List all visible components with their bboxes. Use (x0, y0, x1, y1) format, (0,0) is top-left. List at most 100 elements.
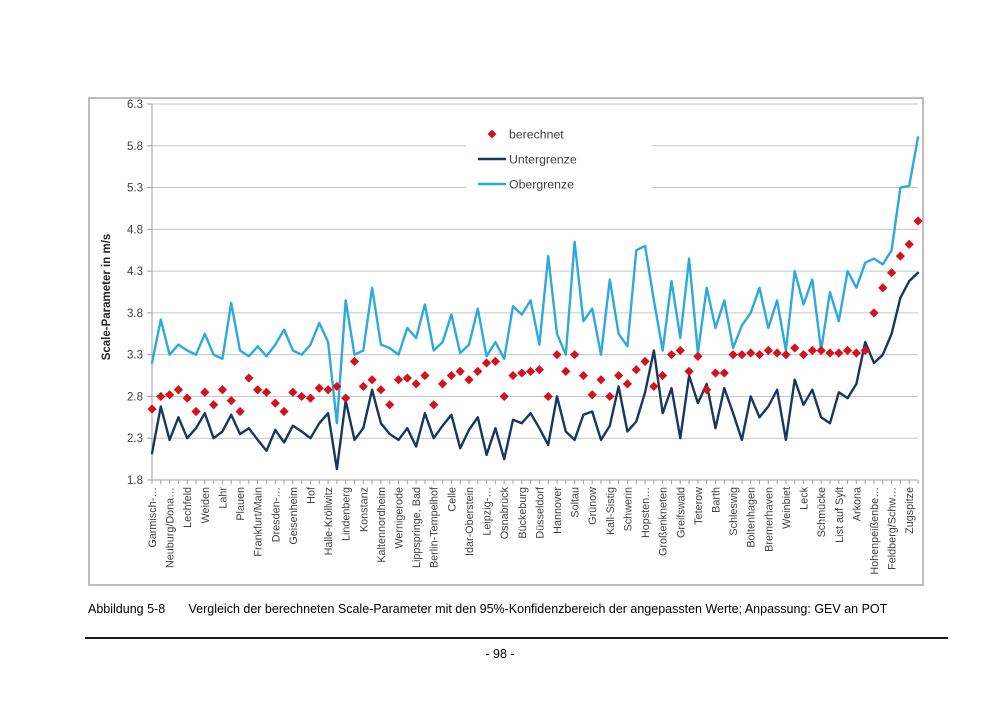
berechnet-point (886, 268, 897, 278)
berechnet-point (834, 348, 844, 358)
legend-label-Obergrenze: Obergrenze (509, 178, 574, 192)
berechnet-point (305, 393, 316, 403)
berechnet-point (182, 393, 192, 403)
berechnet-point (288, 387, 298, 397)
berechnet-point (534, 365, 545, 375)
x-axis-label: Osnabrück (499, 486, 511, 539)
berechnet-point (790, 343, 800, 353)
berechnet-point (473, 366, 483, 376)
x-axis-label: Geisenheim (288, 487, 300, 545)
berechnet-point (587, 390, 597, 400)
x-axis-label: Halle-Kröllwitz (323, 487, 335, 555)
berechnet-point (200, 387, 210, 397)
x-axis-label: Wernigerode (394, 487, 406, 549)
berechnet-point (904, 239, 914, 249)
berechnet-point (314, 383, 324, 393)
berechnet-point (860, 345, 870, 356)
x-axis-label: Hannover (552, 487, 564, 534)
footer-rule (85, 637, 948, 639)
berechnet-point (349, 356, 360, 366)
berechnet-point (261, 387, 272, 397)
berechnet-point (446, 370, 456, 381)
berechnet-point (710, 368, 721, 378)
x-axis-label: Hohenpeißenbe… (869, 487, 881, 575)
berechnet-point (217, 385, 228, 395)
x-axis-label: Weinbiet (781, 487, 793, 529)
x-axis-label: Leck (799, 486, 811, 509)
berechnet-point (913, 216, 923, 226)
x-axis-label: Schleswig (728, 487, 740, 536)
berechnet-point (649, 381, 659, 392)
berechnet-point (763, 345, 773, 356)
berechnet-point (816, 345, 826, 356)
x-axis-label: Greifswald (675, 487, 687, 538)
berechnet-point (420, 370, 430, 381)
x-axis-label: Bremerhaven (763, 487, 775, 552)
x-axis-label: Kaltennordheim (376, 487, 388, 563)
chart-border (88, 97, 924, 586)
x-axis-label: Konstanz (358, 487, 370, 532)
x-axis-label: Celle (446, 487, 458, 512)
x-axis-label: Zugspitze (904, 487, 916, 534)
x-axis-label: Neuburg/Dona… (165, 487, 177, 568)
figure-caption-text: Vergleich der berechneten Scale-Paramete… (188, 602, 888, 616)
berechnet-point (165, 390, 175, 400)
berechnet-point (517, 368, 527, 378)
berechnet-point (596, 375, 606, 385)
berechnet-point (385, 400, 395, 410)
berechnet-point (173, 385, 184, 395)
berechnet-point (191, 406, 201, 417)
berechnet-point (614, 370, 624, 381)
berechnet-point (658, 370, 668, 381)
berechnet-point (235, 406, 245, 417)
x-axis-label: Schmücke (816, 487, 828, 537)
berechnet-point (367, 375, 377, 385)
chart-canvas: 6.3 5.8 5.3 4.8 4.3 3.8 3.3 2.8 2.3 1.8 Scale-Para… (88, 97, 924, 586)
figure-caption-label: Abbildung 5-8 (88, 602, 166, 616)
berechnet-point (376, 385, 386, 395)
berechnet-point (297, 391, 307, 402)
y-tick-label: 3.8 (127, 308, 143, 320)
berechnet-point (253, 385, 263, 395)
berechnet-point (226, 396, 236, 406)
x-axis-label: List auf Sylt (834, 487, 846, 543)
berechnet-point (895, 251, 905, 261)
berechnet-point (464, 375, 474, 385)
obergrenze-line (150, 136, 920, 425)
berechnet-point (842, 345, 853, 356)
y-tick-label: 2.8 (127, 391, 143, 403)
berechnet-point (561, 366, 571, 376)
y-tick-label: 5.8 (127, 141, 143, 153)
x-axis-label: Berlin-Tempelhof (429, 486, 441, 568)
berechnet-point (781, 350, 791, 360)
berechnet-point (147, 404, 157, 414)
x-axis-label: Dresden-… (270, 487, 282, 542)
x-axis-label: Arkona (851, 487, 863, 521)
berechnet-point (693, 351, 703, 361)
berechnet-point (490, 356, 500, 366)
berechnet-point (851, 348, 861, 358)
berechnet-point (666, 350, 677, 360)
berechnet-point (341, 393, 351, 403)
berechnet-point (279, 406, 289, 417)
y-tick-label: 6.3 (127, 99, 143, 111)
berechnet-point (411, 379, 421, 389)
berechnet-point (270, 398, 280, 408)
x-axis-label: Lechfeld (182, 487, 194, 528)
berechnet-point (737, 350, 747, 360)
y-tick-label: 4.8 (127, 224, 143, 236)
x-axis-label: Frankfurt/Main (253, 487, 265, 557)
x-axis-label: Boltenhagen (746, 487, 758, 548)
x-axis-label: Teterow (693, 487, 705, 525)
x-axis-label: Schwerin (622, 487, 634, 531)
x-axis-label: Kall-Sistig (605, 487, 617, 535)
berechnet-point (878, 283, 888, 293)
x-axis-label: Hopsten… (640, 487, 652, 538)
berechnet-point (869, 308, 879, 318)
y-tick-label: 3.3 (127, 350, 143, 362)
berechnet-point (754, 350, 765, 360)
berechnet-point (825, 348, 835, 358)
x-axis-label: Düsseldorf (534, 486, 546, 539)
berechnet-point (728, 350, 738, 360)
